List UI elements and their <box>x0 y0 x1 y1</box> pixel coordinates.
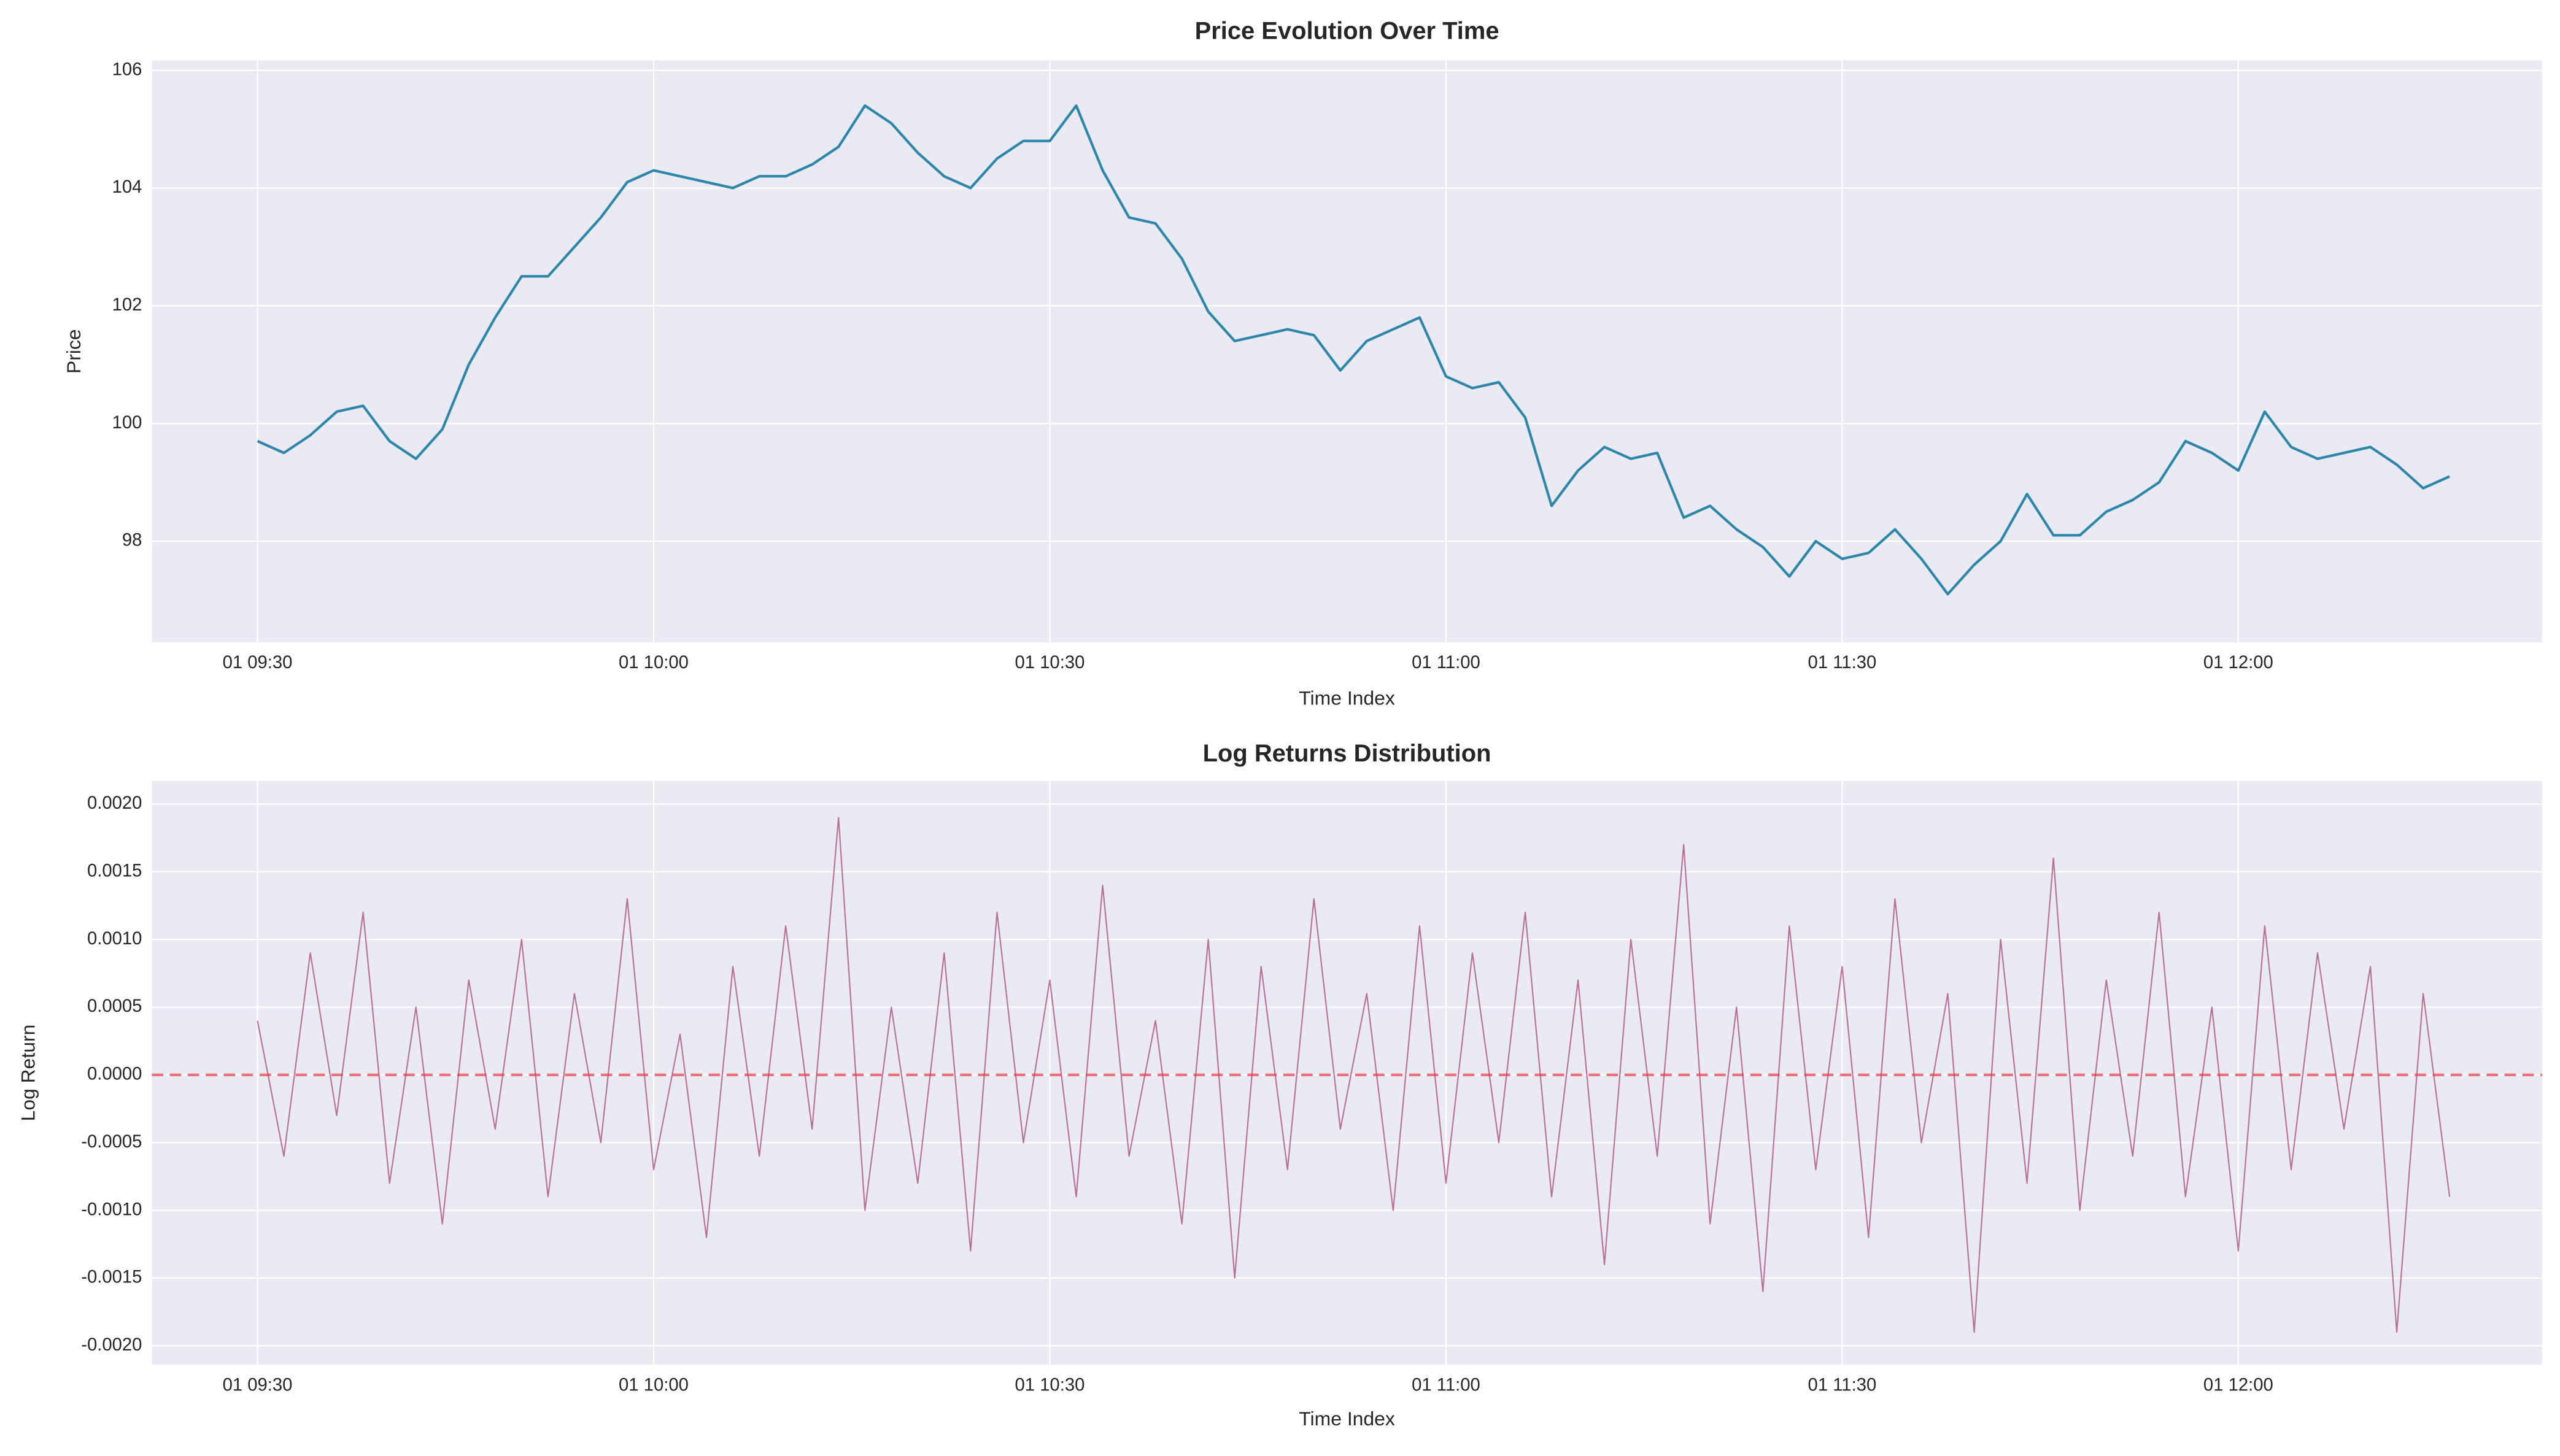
y-axis-label: Price <box>63 329 85 374</box>
y-tick-label: 0.0020 <box>87 793 142 813</box>
y-tick-label: 102 <box>112 295 142 315</box>
x-axis-label: Time Index <box>1299 1408 1395 1430</box>
x-axis-label: Time Index <box>1299 687 1395 709</box>
data-line <box>257 104 2450 596</box>
y-tick-label: 0.0010 <box>87 929 142 949</box>
x-tick-label: 01 11:00 <box>1412 653 1480 672</box>
x-tick-label: 01 10:30 <box>1015 653 1085 672</box>
y-tick-label: -0.0015 <box>81 1268 142 1287</box>
y-tick-label: 104 <box>112 177 142 197</box>
chart-title: Price Evolution Over Time <box>1195 18 1499 45</box>
x-tick-label: 01 11:00 <box>1412 1375 1480 1395</box>
y-tick-label: 100 <box>112 413 142 433</box>
y-tick-label: -0.0020 <box>81 1335 142 1355</box>
data-line <box>257 817 2451 1333</box>
y-axis-label: Log Return <box>17 1025 39 1122</box>
x-tick-label: 01 12:00 <box>2203 1375 2273 1395</box>
y-tick-label: -0.0010 <box>81 1200 142 1219</box>
y-tick-label: 0.0005 <box>87 996 142 1016</box>
x-tick-label: 01 09:30 <box>223 653 293 672</box>
x-tick-label: 01 12:00 <box>2203 653 2273 672</box>
x-tick-label: 01 10:00 <box>619 1375 689 1395</box>
plot-area <box>152 60 2542 642</box>
y-tick-label: -0.0005 <box>81 1132 142 1152</box>
x-tick-label: 01 11:30 <box>1808 1375 1877 1395</box>
x-tick-label: 01 11:30 <box>1808 653 1877 672</box>
y-tick-label: 98 <box>122 531 142 550</box>
y-tick-label: 106 <box>112 60 142 79</box>
chart-title: Log Returns Distribution <box>1203 740 1491 767</box>
plot-area <box>152 780 2542 1365</box>
x-tick-label: 01 10:00 <box>619 653 689 672</box>
y-tick-label: 0.0000 <box>87 1065 142 1084</box>
x-tick-label: 01 09:30 <box>223 1375 293 1395</box>
y-tick-label: 0.0015 <box>87 861 142 880</box>
x-tick-label: 01 10:30 <box>1015 1375 1085 1395</box>
